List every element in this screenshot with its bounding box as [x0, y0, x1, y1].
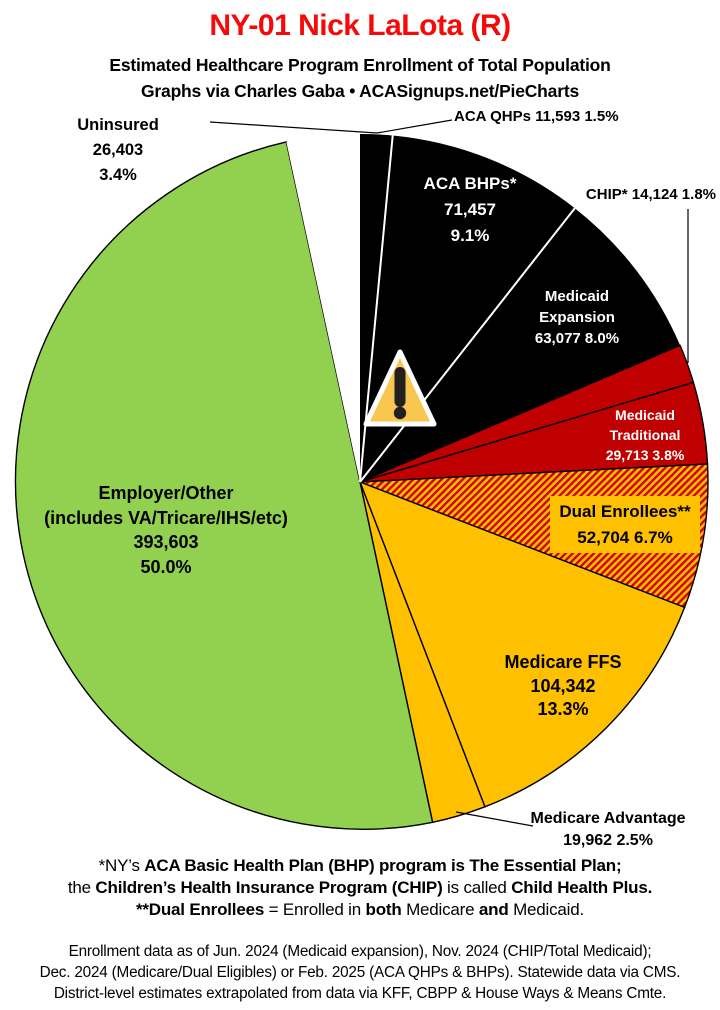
label-uninsured: Uninsured 26,403 3.4%: [77, 113, 159, 188]
pie-segment-uninsured: [286, 134, 360, 482]
label-chip: CHIP* 14,124 1.8%: [585, 186, 716, 203]
segment-value: 393,603: [133, 532, 199, 552]
warning-triangle: [363, 349, 437, 427]
label-medicaid-expansion: Medicaid Expansion 63,077 8.0%: [535, 286, 619, 349]
leader-line-aca-qhps: [376, 119, 453, 134]
segment-name-2: Expansion: [539, 309, 615, 326]
leader-line-medicare-advantage: [455, 811, 534, 827]
segment-name-2: Traditional: [609, 427, 681, 443]
segment-value: 19,962 2.5%: [563, 832, 653, 849]
label-aca-bhps: ACA BHPs* 71,457 9.1%: [424, 171, 517, 249]
chart-byline: Graphs via Charles Gaba • ACASignups.net…: [141, 81, 579, 101]
segment-value: 104,342: [530, 675, 596, 696]
footnote-program-notes: *NY’s ACA Basic Health Plan (BHP) progra…: [68, 855, 652, 921]
segment-name: Medicaid: [544, 288, 610, 305]
segment-name: Employer/Other: [98, 483, 234, 503]
segment-name: Uninsured: [77, 116, 159, 134]
footnote-line: the Children’s Health Insurance Program …: [67, 878, 653, 897]
segment-name-2: (includes VA/Tricare/IHS/etc): [44, 507, 288, 528]
segment-value: 29,713 3.8%: [605, 447, 685, 463]
footnote-line: **Dual Enrollees = Enrolled in both Medi…: [135, 900, 585, 919]
segment-value: 63,077 8.0%: [534, 330, 620, 347]
leader-line-uninsured: [209, 121, 378, 134]
segment-percent: 3.4%: [99, 166, 137, 184]
warning-exclamation-bar: [394, 367, 406, 407]
footnote-line: Dec. 2024 (Medicare/Dual Eligibles) or F…: [39, 964, 681, 981]
segment-percent: 13.3%: [537, 699, 589, 719]
footnote-line: District-level estimates extrapolated fr…: [53, 985, 667, 1002]
segment-value: 26,403: [92, 141, 144, 159]
pie-segment-aca-qhps: [360, 133, 393, 482]
label-employer-other: Employer/Other (includes VA/Tricare/IHS/…: [44, 481, 288, 579]
segment-name: ACA BHPs*: [423, 174, 517, 193]
label-dual-enrollees: Dual Enrollees** 52,704 6.7%: [550, 496, 700, 553]
segment-name: Medicaid: [615, 407, 675, 423]
segment-percent: 9.1%: [450, 226, 490, 245]
segment-name: Medicare FFS: [504, 652, 622, 672]
footnote-line: *NY’s ACA Basic Health Plan (BHP) progra…: [98, 856, 622, 875]
segment-divider-line: [359, 135, 394, 483]
page-title: NY-01 Nick LaLota (R): [209, 9, 511, 42]
warning-exclamation-dot: [393, 406, 407, 420]
label-aca-qhps: ACA QHPs 11,593 1.5%: [454, 108, 619, 125]
label-medicaid-traditional: Medicaid Traditional 29,713 3.8%: [606, 405, 685, 465]
pie-segment-medicare-advantage: [359, 481, 486, 824]
label-medicare-advantage: Medicare Advantage 19,962 2.5%: [530, 808, 685, 852]
segment-value: 52,704 6.7%: [577, 528, 673, 547]
chart-subtitle: Estimated Healthcare Program Enrollment …: [109, 55, 611, 75]
segment-name: Dual Enrollees**: [559, 502, 691, 521]
segment-value: 71,457: [443, 200, 496, 219]
segment-name: Medicare Advantage: [530, 810, 686, 827]
label-medicare-ffs: Medicare FFS 104,342 13.3%: [504, 651, 621, 722]
warning-icon: [363, 349, 437, 427]
segment-percent: 50.0%: [140, 556, 192, 577]
footnote-line: Enrollment data as of Jun. 2024 (Medicai…: [68, 943, 652, 960]
footnote-data-notes: Enrollment data as of Jun. 2024 (Medicai…: [40, 941, 681, 1004]
